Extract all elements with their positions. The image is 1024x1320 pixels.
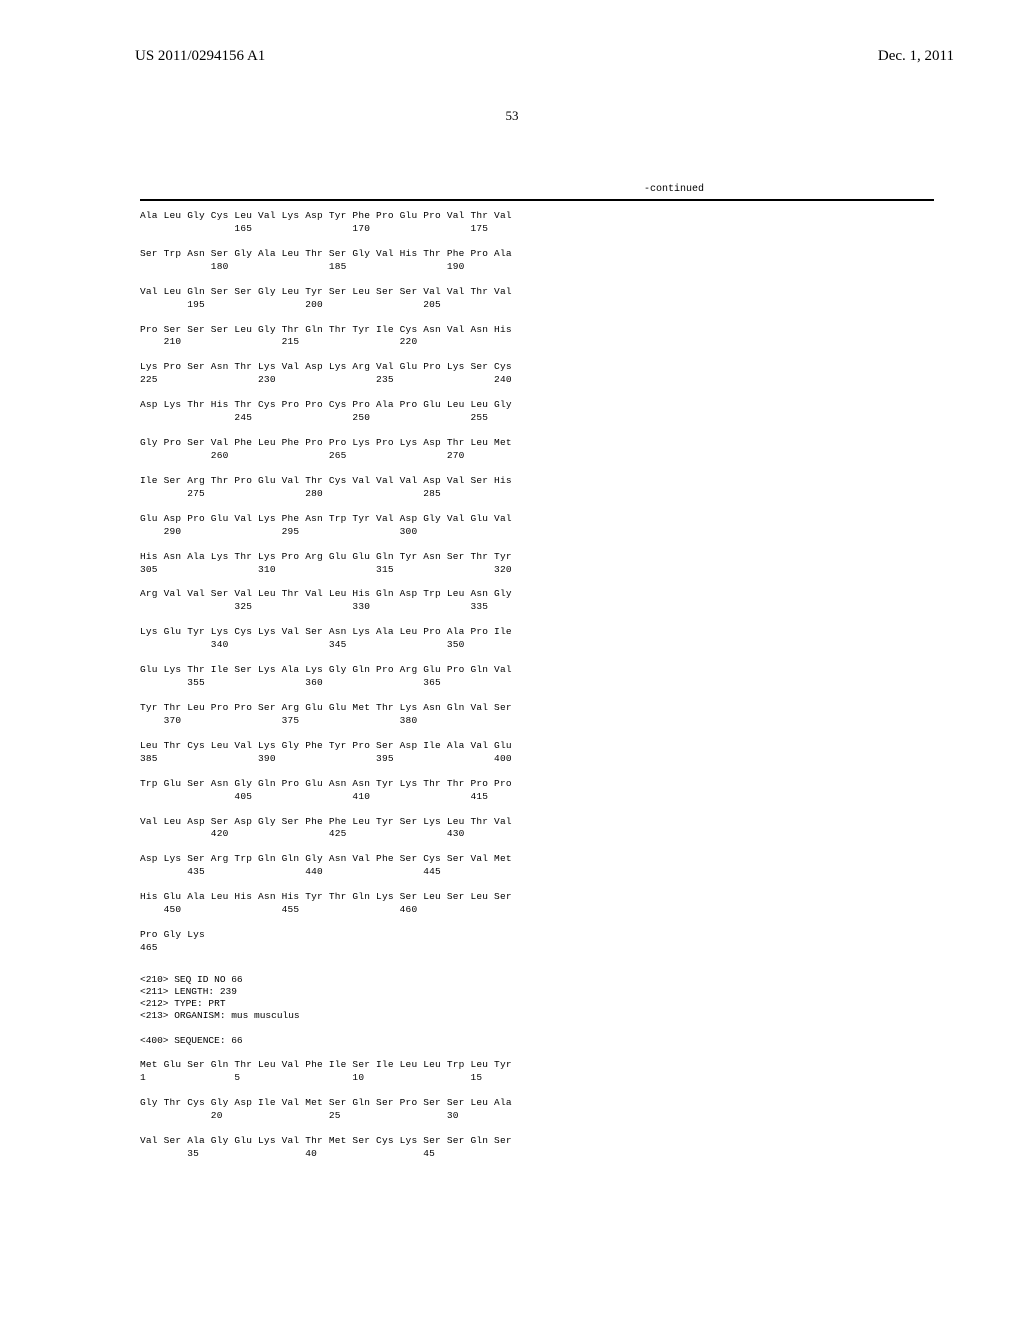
sequence-66: Met Glu Ser Gln Thr Leu Val Phe Ile Ser … [140,1060,934,1160]
continued-label: -continued [140,184,704,195]
patent-date: Dec. 1, 2011 [878,48,954,65]
sequence-66-meta: <210> SEQ ID NO 66<211> LENGTH: 239<212>… [140,974,934,1022]
sequence-66-header: <400> SEQUENCE: 66 [140,1035,934,1046]
page-number: 53 [0,108,1024,124]
sequence-65: Ala Leu Gly Cys Leu Val Lys Asp Tyr Phe … [140,211,934,954]
divider [140,199,934,201]
patent-number: US 2011/0294156 A1 [135,48,265,65]
